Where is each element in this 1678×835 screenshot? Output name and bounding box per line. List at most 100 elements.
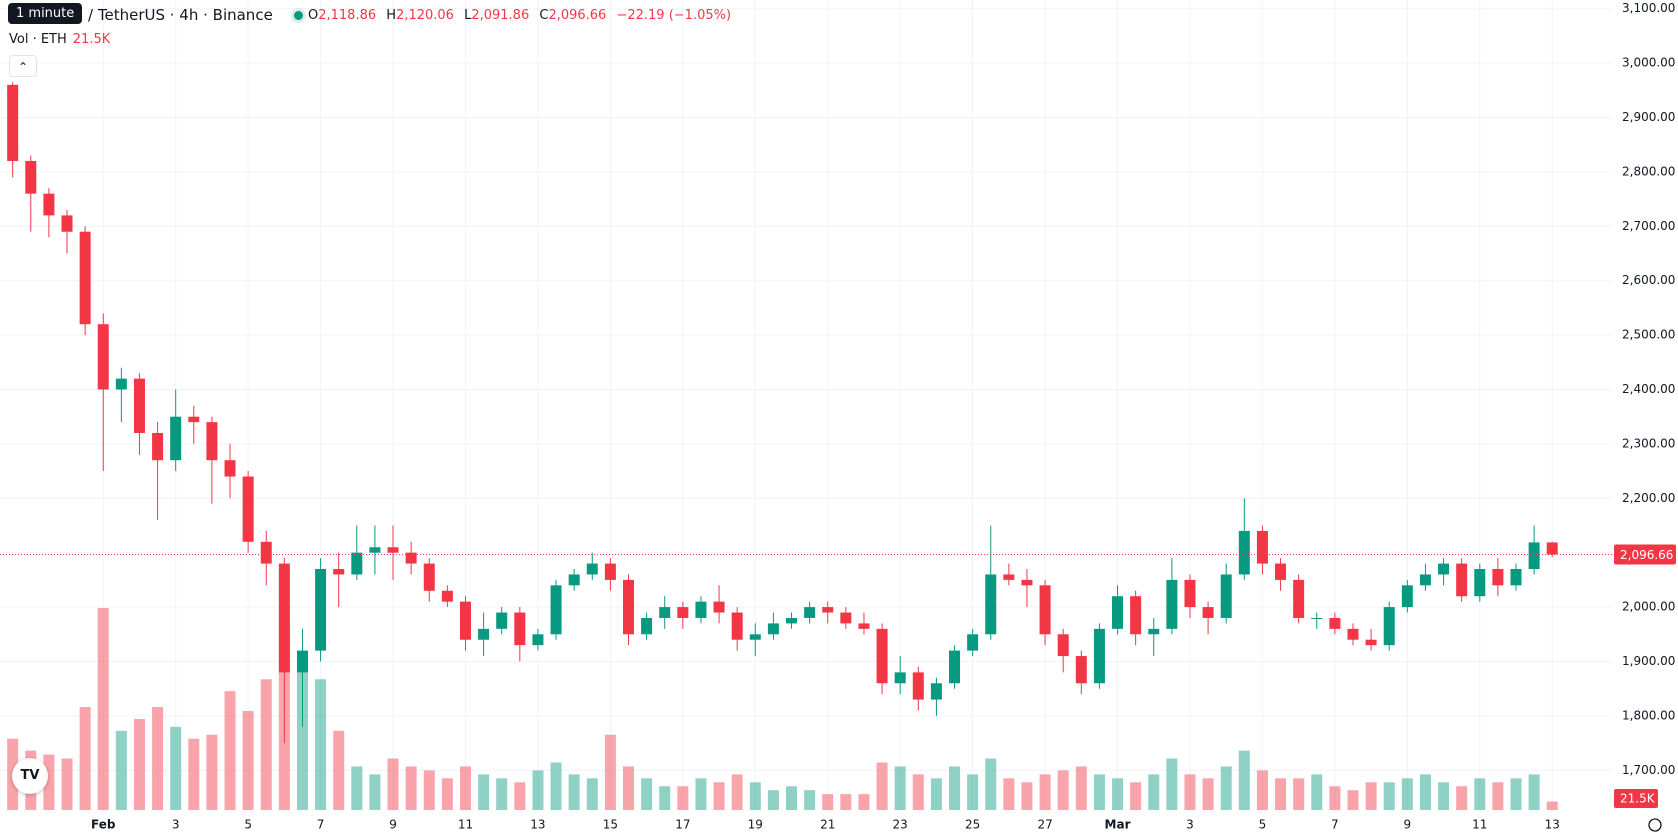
- volume-bar: [206, 734, 218, 810]
- candle-body: [478, 628, 490, 640]
- volume-bar: [695, 778, 707, 810]
- volume-bar: [405, 766, 417, 810]
- volume-bar: [1075, 766, 1087, 810]
- candle-body: [152, 433, 164, 461]
- volume-bar: [1148, 774, 1160, 810]
- candle-body: [1329, 617, 1341, 629]
- x-tick-label: 13: [530, 818, 545, 832]
- candle-body: [25, 161, 37, 194]
- volume-bar: [1166, 758, 1178, 810]
- volume-bar: [677, 786, 689, 810]
- volume-bar: [568, 774, 580, 810]
- x-tick-label: Feb: [91, 818, 116, 832]
- candle-body: [695, 601, 707, 618]
- candle-body: [170, 416, 182, 461]
- x-tick-label: 5: [1259, 818, 1267, 832]
- candle-body: [61, 215, 73, 232]
- candle-body: [1510, 569, 1522, 586]
- y-tick-label: 2,400.00: [1622, 382, 1675, 396]
- candle-body: [786, 617, 798, 624]
- candle-body: [858, 623, 870, 629]
- candle-body: [604, 563, 616, 580]
- x-tick-label: 3: [1186, 818, 1194, 832]
- candle-body: [459, 601, 471, 640]
- candle-body: [1039, 585, 1051, 635]
- volume-bar: [1256, 770, 1268, 810]
- candle-body: [1492, 569, 1504, 586]
- volume-bar: [804, 790, 816, 810]
- low-label: L: [464, 8, 472, 23]
- volume-bar: [1311, 774, 1323, 810]
- x-tick-label: 25: [965, 818, 980, 832]
- volume-bar: [1510, 778, 1522, 810]
- volume-bar: [170, 726, 182, 810]
- volume-bar: [478, 774, 490, 810]
- candle-body: [876, 628, 888, 684]
- collapse-button[interactable]: ⌃: [9, 55, 37, 77]
- volume-bar: [930, 778, 942, 810]
- candle-body: [1401, 585, 1413, 608]
- volume-bar: [1546, 801, 1558, 810]
- candle-body: [441, 590, 453, 602]
- y-tick-label: 2,900.00: [1622, 110, 1675, 124]
- x-tick-label: 7: [317, 818, 325, 832]
- volume-bar: [1365, 782, 1377, 810]
- x-tick-label: 11: [458, 818, 473, 832]
- candle-body: [840, 612, 852, 624]
- volume-bar: [260, 679, 272, 810]
- volume-bar: [1474, 778, 1486, 810]
- volume-bar: [622, 766, 634, 810]
- volume-bar: [224, 691, 236, 810]
- volume-bar: [985, 758, 997, 810]
- price-tag: [1614, 544, 1676, 565]
- volume-bar: [822, 794, 834, 810]
- volume-bar: [767, 790, 779, 810]
- x-tick-label: 11: [1472, 818, 1487, 832]
- volume-bar: [1184, 774, 1196, 810]
- open-value: 2,118.86: [318, 8, 377, 23]
- logo[interactable]: TV: [12, 758, 48, 794]
- volume-bar: [152, 707, 164, 810]
- candle-body: [351, 552, 363, 575]
- volume-bar: [1383, 782, 1395, 810]
- candle-body: [1220, 574, 1232, 618]
- x-tick-label: 27: [1037, 818, 1052, 832]
- candle-body: [586, 563, 598, 575]
- y-tick-label: 1,700.00: [1622, 763, 1675, 777]
- close-label: C: [539, 8, 549, 23]
- volume-bar: [97, 608, 109, 810]
- candle-body: [1093, 628, 1105, 684]
- low-value: 2,091.86: [471, 8, 530, 23]
- y-tick-label: 1,900.00: [1622, 654, 1675, 668]
- candle-body: [568, 574, 580, 586]
- candle-body: [532, 634, 544, 646]
- volume-bar: [604, 734, 616, 810]
- candle-body: [133, 378, 145, 434]
- close-value: 2,096.66: [548, 8, 607, 23]
- volume-bar: [514, 782, 526, 810]
- volume-bar: [713, 782, 725, 810]
- volume-bar: [659, 786, 671, 810]
- candle-body: [278, 563, 290, 673]
- candle-body: [296, 650, 308, 673]
- candle-body: [1057, 634, 1069, 657]
- volume-bar: [1021, 782, 1033, 810]
- candle-body: [1365, 639, 1377, 646]
- y-tick-label: 2,000.00: [1622, 600, 1675, 614]
- volume-bar: [423, 770, 435, 810]
- change-value: −22.19 (−1.05%): [616, 8, 732, 23]
- candle-body: [1293, 579, 1305, 618]
- candle-body: [1419, 574, 1431, 586]
- candle-body: [1456, 563, 1468, 597]
- y-tick-label: 2,800.00: [1622, 164, 1675, 178]
- candle-body: [1075, 656, 1087, 684]
- volume-bar: [1112, 778, 1124, 810]
- volume-bar: [333, 730, 345, 810]
- candle-body: [1166, 579, 1178, 629]
- x-tick-label: 3: [172, 818, 180, 832]
- volume-bar: [1492, 782, 1504, 810]
- volume-bar: [858, 794, 870, 810]
- candle-body: [985, 574, 997, 635]
- candle-body: [1256, 530, 1268, 564]
- candle-body: [894, 672, 906, 684]
